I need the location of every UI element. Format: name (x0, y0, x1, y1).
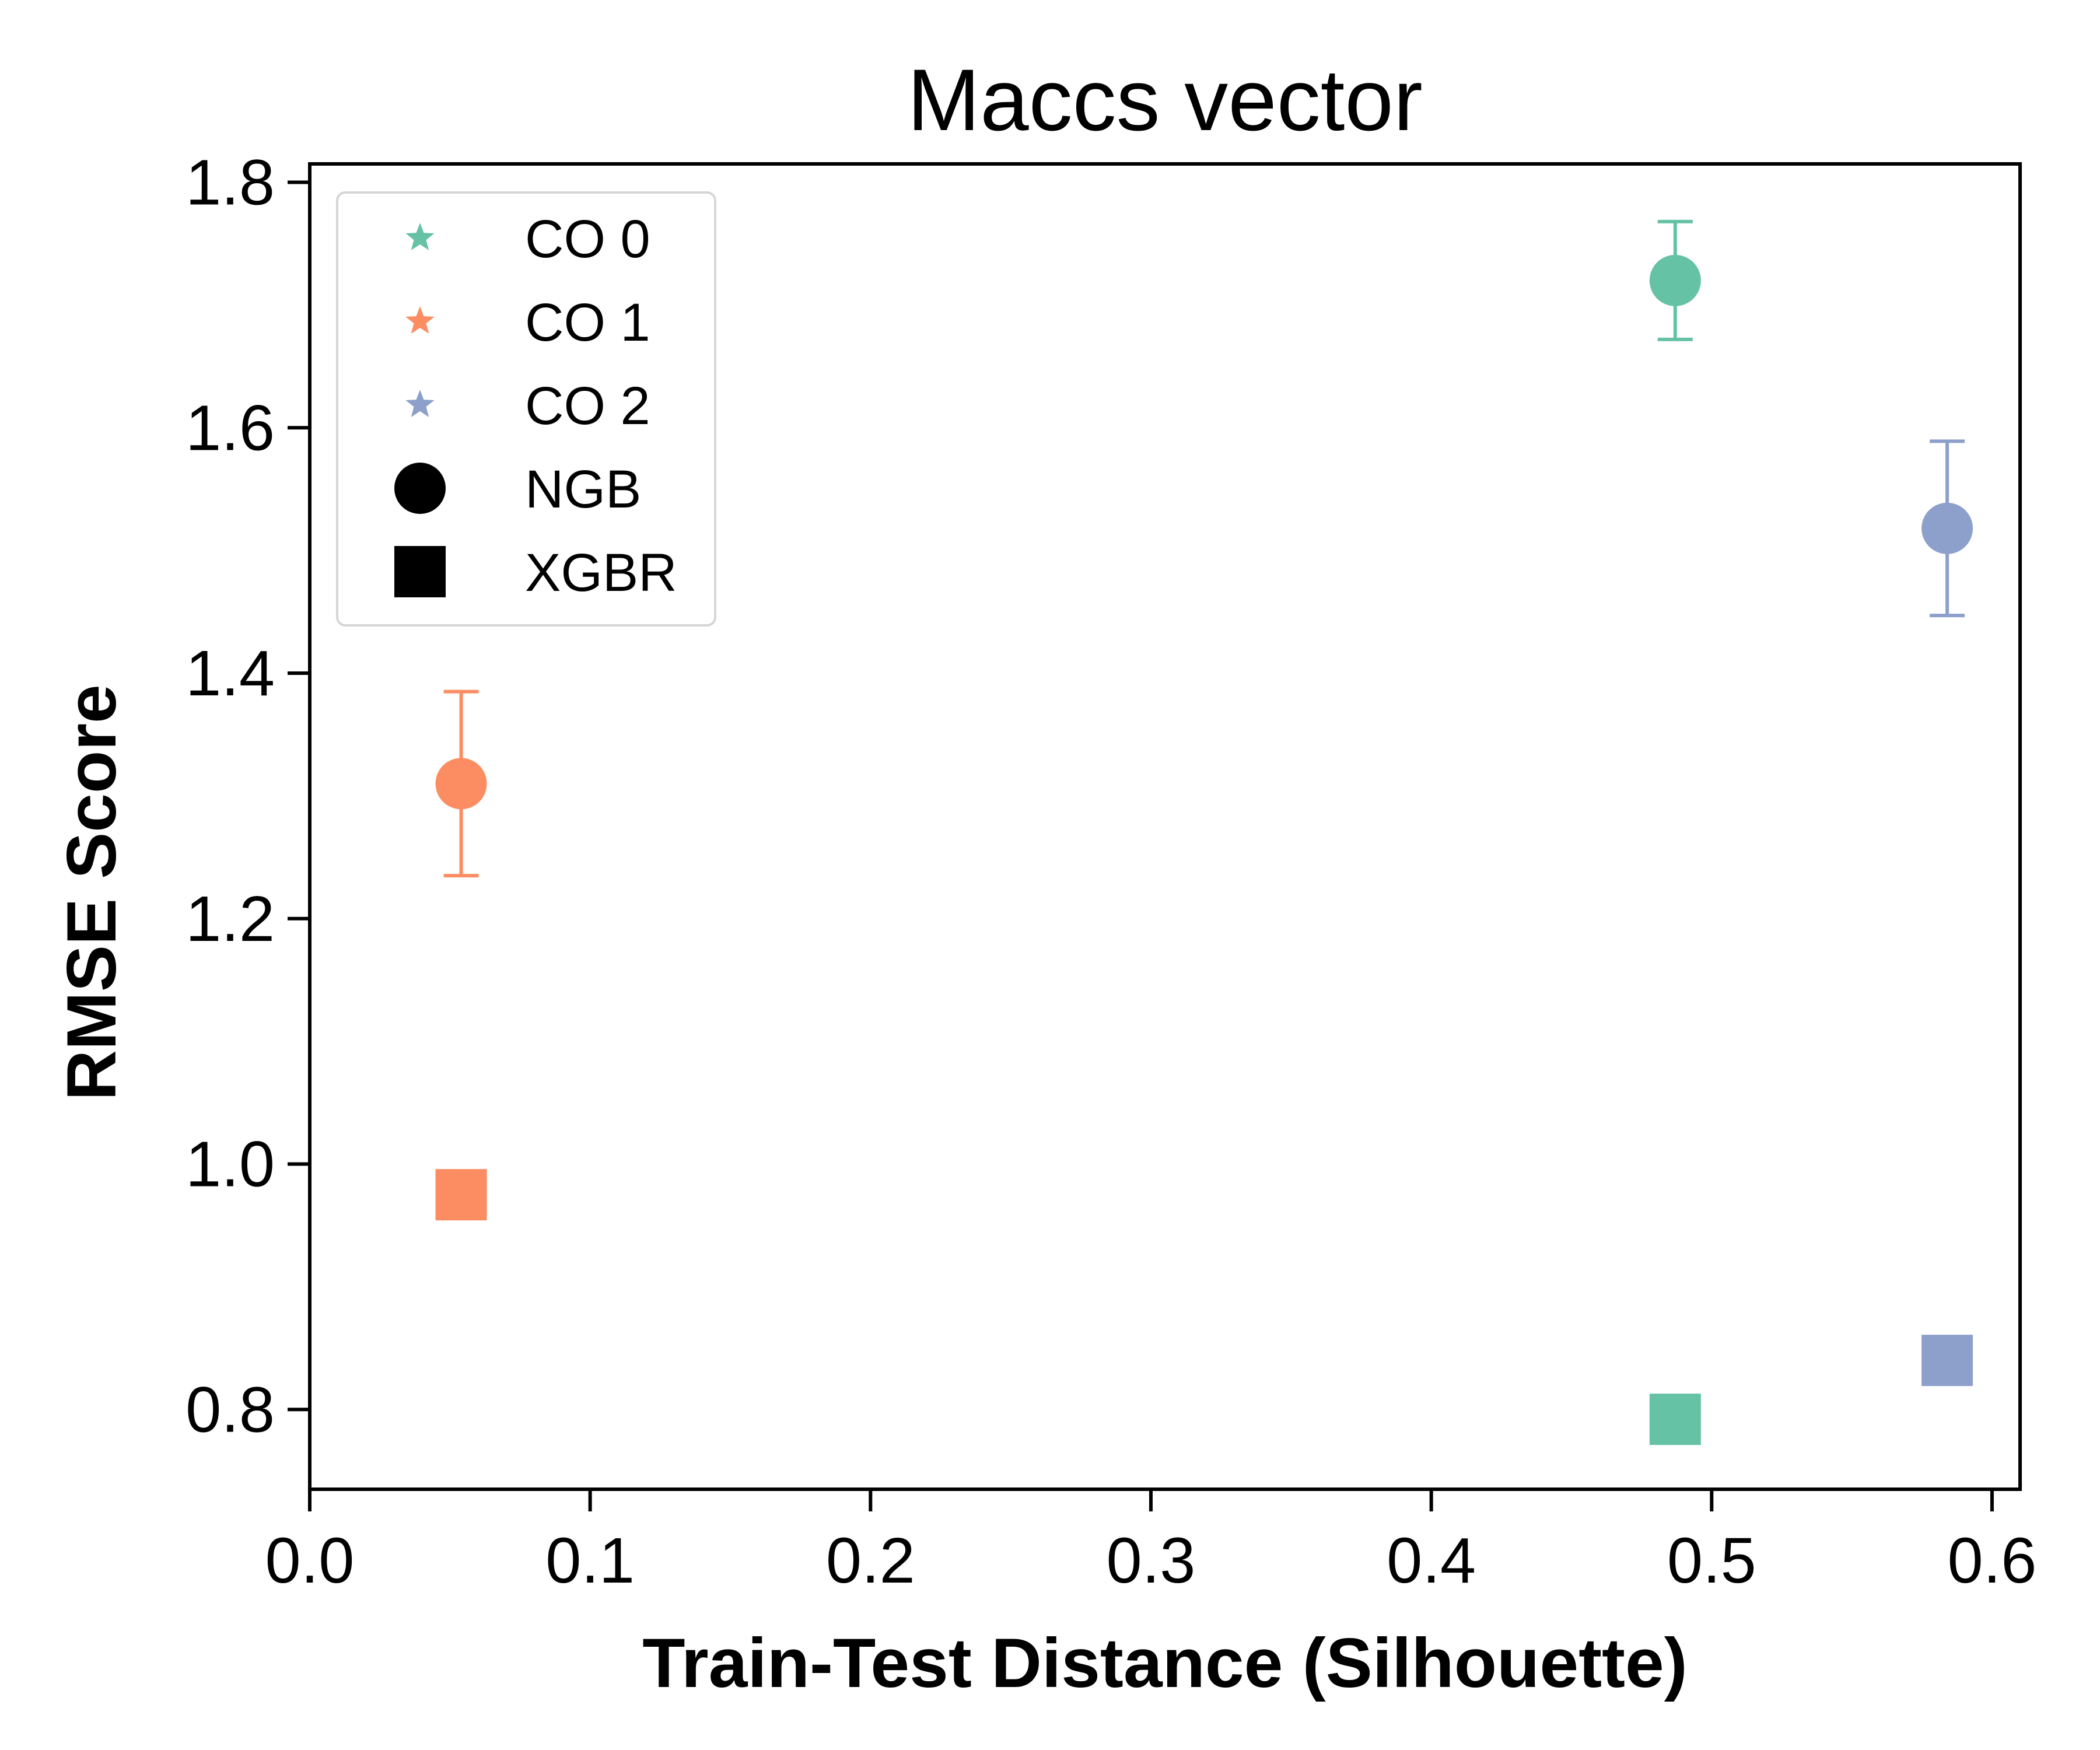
ngb-point (1649, 254, 1701, 306)
legend-label: CO 2 (525, 376, 650, 436)
y-axis-label: RMSE Score (52, 684, 131, 1101)
plot-frame (308, 162, 2022, 1491)
ngb-point (1922, 502, 1973, 554)
legend-circle-marker (394, 463, 446, 514)
axis-ticks: 0.0 0.1 0.2 0.3 0.4 0.5 0.6 0.8 1.0 1.2 1.4 1.6 1.8 (186, 147, 2036, 1597)
legend-star-marker (405, 306, 435, 334)
y-tick-label: 1.8 (186, 147, 275, 219)
y-tick-label: 1.0 (186, 1129, 275, 1200)
xgbr-point (1922, 1335, 1973, 1387)
xgbr-point (435, 1169, 487, 1221)
x-tick-label: 0.6 (1947, 1525, 2036, 1597)
legend-square-marker (394, 546, 446, 597)
x-tick-label: 0.5 (1667, 1525, 1756, 1597)
legend-label: CO 0 (525, 209, 650, 269)
y-tick-label: 1.2 (186, 883, 275, 955)
y-tick-label: 1.6 (186, 392, 275, 464)
ngb-point (435, 758, 487, 810)
y-tick-label: 0.8 (186, 1374, 275, 1446)
data-marks (435, 219, 1973, 1446)
x-tick-label: 0.4 (1387, 1525, 1476, 1597)
chart-title: Maccs vector (907, 51, 1423, 149)
legend-star-marker (405, 390, 435, 417)
legend-label: CO 1 (525, 293, 650, 352)
legend-label: NGB (525, 460, 641, 519)
x-tick-label: 0.3 (1107, 1525, 1196, 1597)
legend-label: XGBR (525, 543, 677, 603)
x-tick-label: 0.2 (826, 1525, 915, 1597)
legend: CO 0 CO 1 CO 2 NGB XGBR (336, 191, 716, 626)
x-tick-label: 0.0 (265, 1525, 355, 1597)
legend-box (336, 191, 716, 626)
y-tick-label: 1.4 (186, 638, 275, 709)
legend-star-marker (405, 223, 435, 250)
x-tick-label: 0.1 (545, 1525, 635, 1597)
x-axis-label: Train-Test Distance (Silhouette) (642, 1624, 1687, 1702)
xgbr-point (1649, 1394, 1701, 1446)
